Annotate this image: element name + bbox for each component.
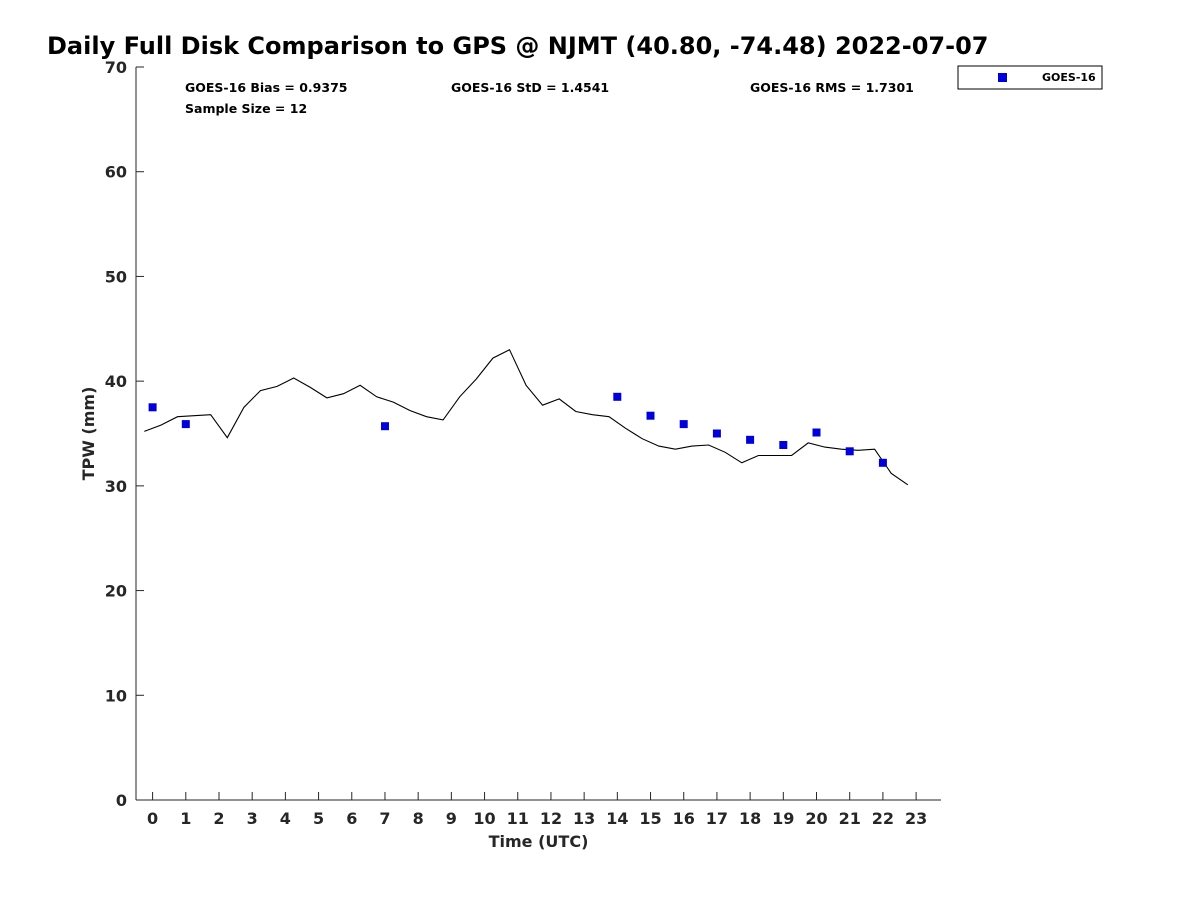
y-tick-label: 70 <box>105 58 127 77</box>
x-tick-label: 15 <box>639 809 661 828</box>
x-tick-label: 20 <box>805 809 827 828</box>
x-tick-label: 8 <box>413 809 424 828</box>
goes16-point <box>381 422 389 431</box>
x-tick-label: 18 <box>739 809 761 828</box>
x-tick-label: 3 <box>247 809 258 828</box>
x-tick-label: 17 <box>706 809 728 828</box>
y-tick-label: 30 <box>105 477 127 496</box>
plot-frame <box>135 67 941 801</box>
x-tick-label: 4 <box>280 809 291 828</box>
y-tick-label: 10 <box>105 686 127 705</box>
x-tick-label: 6 <box>346 809 357 828</box>
x-tick-label: 11 <box>507 809 529 828</box>
stat-bias: GOES-16 Bias = 0.9375 <box>185 80 347 95</box>
stat-std: GOES-16 StD = 1.4541 <box>451 80 609 95</box>
x-tick-label: 21 <box>839 809 861 828</box>
x-tick-label: 12 <box>540 809 562 828</box>
goes16-point <box>779 441 788 449</box>
gps-line-series <box>144 348 909 486</box>
goes16-point <box>679 420 688 429</box>
x-tick-label: 10 <box>473 809 495 828</box>
goes16-point <box>845 447 854 456</box>
legend: GOES-16 <box>957 65 1103 90</box>
goes16-point <box>812 428 821 437</box>
goes16-point <box>181 420 190 429</box>
y-tick-label: 40 <box>105 372 127 391</box>
x-tick-label: 14 <box>606 809 628 828</box>
goes16-point <box>613 392 622 401</box>
gps-line <box>144 348 909 486</box>
goes16-point <box>148 403 157 412</box>
x-tick-label: 2 <box>213 809 224 828</box>
x-tick-label: 1 <box>180 809 191 828</box>
goes16-point <box>878 458 887 467</box>
x-tick-label: 16 <box>673 809 695 828</box>
x-tick-label: 13 <box>573 809 595 828</box>
x-tick-label: 0 <box>147 809 158 828</box>
x-tick-label: 5 <box>313 809 324 828</box>
x-tick-label: 22 <box>872 809 894 828</box>
goes16-scatter-series <box>148 392 887 467</box>
y-axis-label: TPW (mm) <box>79 387 98 481</box>
goes16-point <box>712 429 721 438</box>
x-axis-label: Time (UTC) <box>489 832 589 851</box>
y-tick-label: 20 <box>105 582 127 601</box>
legend-label-goes16: GOES-16 <box>1042 71 1096 84</box>
x-tick-label: 7 <box>379 809 390 828</box>
x-tick-label: 19 <box>772 809 794 828</box>
x-tick-label: 23 <box>905 809 927 828</box>
goes16-point <box>646 411 655 420</box>
stats-annotations: GOES-16 Bias = 0.9375 GOES-16 StD = 1.45… <box>185 80 914 116</box>
x-tick-label: 9 <box>446 809 457 828</box>
goes16-point <box>746 435 755 444</box>
stat-rms: GOES-16 RMS = 1.7301 <box>750 80 914 95</box>
legend-marker-goes16 <box>998 73 1007 82</box>
y-tick-label: 60 <box>105 163 127 182</box>
chart-title: Daily Full Disk Comparison to GPS @ NJMT… <box>47 32 988 60</box>
y-tick-label: 0 <box>116 791 127 810</box>
legend-box <box>957 65 1103 90</box>
x-axis-ticks: 0 1 2 3 4 5 6 7 8 9 10 11 12 13 14 15 16 17 18 19 20 21 22 23 <box>147 792 927 828</box>
y-tick-label: 50 <box>105 267 127 286</box>
stat-sample-size: Sample Size = 12 <box>185 101 307 116</box>
y-axis-ticks: 0 10 20 30 40 50 60 70 <box>105 58 144 810</box>
